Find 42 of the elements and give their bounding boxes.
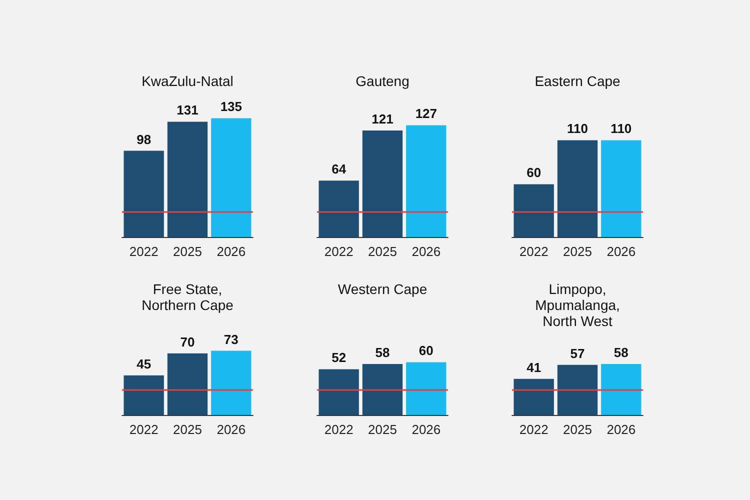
x-tick-label: 2025 [563, 244, 592, 259]
x-tick-label: 2025 [173, 422, 202, 437]
x-tick-label: 2022 [129, 244, 158, 259]
data-label: 131 [176, 102, 198, 118]
x-tick-label: 2025 [368, 422, 397, 437]
x-tick-label: 2022 [519, 244, 548, 259]
data-label: 98 [136, 132, 152, 147]
chart-title: Free State, Northern Cape [142, 281, 234, 313]
chart-title: Limpopo, Mpumalanga, North West [535, 281, 620, 329]
data-label: 135 [220, 99, 242, 114]
chart-title: Gauteng [356, 73, 410, 89]
chart-title: KwaZulu-Natal [142, 73, 234, 89]
data-label: 64 [332, 162, 347, 177]
x-tick-label: 2022 [324, 244, 354, 259]
x-tick-label: 2026 [216, 244, 246, 259]
x-tick-label: 2025 [563, 422, 592, 437]
chart-title: Western Cape [338, 281, 428, 297]
data-label: 45 [136, 356, 152, 372]
data-label: 52 [332, 350, 346, 366]
data-label: 58 [614, 344, 628, 360]
data-label: 110 [567, 121, 588, 136]
data-label: 58 [375, 344, 390, 360]
x-tick-label: 2022 [519, 422, 548, 437]
data-label: 121 [372, 112, 394, 127]
data-label: 73 [224, 332, 238, 347]
x-tick-label: 2026 [412, 244, 441, 259]
data-label: 110 [610, 121, 632, 136]
data-label: 60 [526, 165, 542, 180]
x-tick-label: 2026 [412, 422, 441, 437]
x-tick-label: 2026 [216, 422, 246, 437]
x-tick-label: 2022 [129, 422, 158, 437]
x-tick-label: 2026 [606, 422, 636, 437]
x-tick-label: 2025 [368, 244, 397, 259]
data-label: 41 [526, 360, 542, 375]
x-tick-label: 2022 [324, 422, 354, 437]
data-label: 57 [570, 346, 585, 361]
data-label: 127 [415, 106, 438, 122]
data-label: 70 [180, 334, 195, 350]
chart-title: Eastern Cape [534, 73, 621, 89]
x-tick-label: 2026 [606, 244, 636, 259]
data-label: 60 [418, 343, 434, 358]
x-tick-label: 2025 [173, 244, 202, 259]
